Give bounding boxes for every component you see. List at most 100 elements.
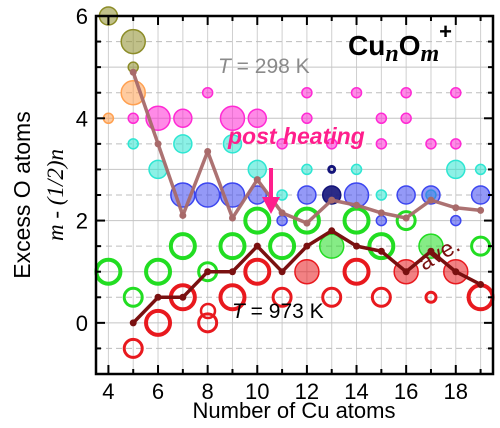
average-point-298K (154, 140, 162, 148)
bubble-298K (173, 134, 193, 154)
average-point-298K (179, 211, 187, 219)
average-point-973K (253, 242, 261, 250)
average-point-973K (377, 247, 385, 255)
average-point-973K (328, 227, 336, 235)
bubble-298K (450, 86, 462, 99)
bubble-973K (218, 283, 247, 312)
bubble-298K (120, 28, 146, 55)
bubbles-298K (98, 6, 491, 227)
bubble-973K (122, 337, 144, 359)
bubble-973K (197, 312, 219, 334)
annotation-298K-rest: = 298 K (231, 55, 310, 78)
bubble-973K (294, 258, 320, 285)
bubble-298K (375, 138, 388, 150)
bubble-298K (301, 112, 313, 125)
average-point-298K (228, 214, 236, 222)
x-tick-label: 6 (152, 379, 164, 404)
y-tick-label: 2 (76, 209, 88, 234)
bubble-298K (421, 185, 441, 205)
bubble-298K (297, 185, 317, 205)
average-point-298K (353, 201, 361, 209)
bubble-298K (400, 86, 412, 99)
average-point-298K (204, 148, 212, 156)
average-point-973K (179, 293, 187, 301)
bubble-973K (122, 286, 144, 308)
bubble-298K (127, 138, 139, 150)
bubble-298K (219, 105, 246, 132)
axis-ticks: 4 6 8 10 12 14 16 18 0 2 4 6 (76, 4, 493, 404)
annotation-298K-var: T (218, 55, 233, 78)
bubble-973K (144, 308, 173, 337)
average-point-973K (129, 319, 137, 327)
bubble-973K (168, 232, 197, 261)
average-point-973K (278, 268, 286, 276)
y-axis-sublabel: m - (1/2)n (43, 149, 68, 241)
bubble-298K (301, 163, 313, 176)
bubble-298K (396, 185, 416, 205)
bubble-973K (367, 232, 396, 261)
bubble-298K (276, 214, 288, 227)
bubble-298K (470, 185, 491, 205)
bubble-298K (400, 112, 412, 125)
bubble-298K (375, 189, 388, 201)
average-point-973K (353, 242, 361, 250)
y-tick-label: 4 (76, 106, 88, 131)
title-subscript-m: m (420, 41, 439, 67)
bubble-973K (243, 206, 272, 235)
bubble-298K (201, 86, 214, 99)
bubble-973K (292, 206, 321, 235)
bubble-973K (144, 257, 173, 286)
x-tick-label: 16 (394, 379, 418, 404)
average-point-298K (377, 209, 385, 217)
bubble-298K (375, 214, 388, 227)
y-axis-label: Excess O atoms (9, 111, 35, 278)
bubble-298K (276, 138, 288, 150)
bubble-298K (325, 138, 338, 150)
annotation-973K-rest: = 973 K (245, 300, 324, 323)
chart-title: CunOm+ (348, 19, 452, 67)
x-tick-label: 8 (202, 379, 214, 404)
average-point-973K (228, 268, 236, 276)
post-heating-arrow-head (262, 197, 280, 214)
bubble-298K (173, 108, 193, 129)
bubble-973K (218, 232, 247, 261)
average-point-298K (477, 206, 485, 214)
x-tick-label: 18 (444, 379, 468, 404)
average-point-298K (253, 176, 261, 184)
average-point-298K (129, 68, 137, 76)
bubble-973K (424, 290, 438, 304)
bubble-973K (395, 210, 417, 232)
title-subscript-n: n (385, 41, 398, 67)
bubble-298K (350, 163, 363, 176)
average-point-298K (328, 196, 336, 204)
bubble-298K (327, 164, 337, 174)
bubble-298K (450, 138, 462, 150)
bubble-298K (247, 108, 268, 129)
average-point-973K (204, 268, 212, 276)
legend-973K-marker (199, 302, 217, 320)
annotation-298K: T = 298 K (218, 55, 310, 78)
bubble-298K (474, 163, 487, 176)
bubbles-973K (94, 206, 495, 359)
x-tick-label: 4 (102, 379, 114, 404)
bubble-973K (321, 286, 343, 308)
average-point-298K (303, 219, 311, 227)
bubble-298K (375, 112, 388, 125)
bubble-973K (268, 232, 297, 261)
average-point-973K (154, 293, 162, 301)
y-tick-label: 6 (76, 4, 88, 29)
x-tick-label: 10 (245, 379, 269, 404)
average-point-298K (452, 204, 460, 212)
x-tick-label: 14 (344, 379, 368, 404)
title-o: O (399, 30, 421, 61)
average-lines (129, 68, 485, 327)
average-point-973K (452, 268, 460, 276)
x-axis-label: Number of Cu atoms (193, 398, 396, 423)
annotation-post-heating: post heating (227, 123, 365, 149)
average-point-298K (402, 214, 410, 222)
title-base: Cu (348, 30, 385, 61)
bubble-973K (271, 286, 293, 308)
bubble-298K (247, 159, 268, 180)
